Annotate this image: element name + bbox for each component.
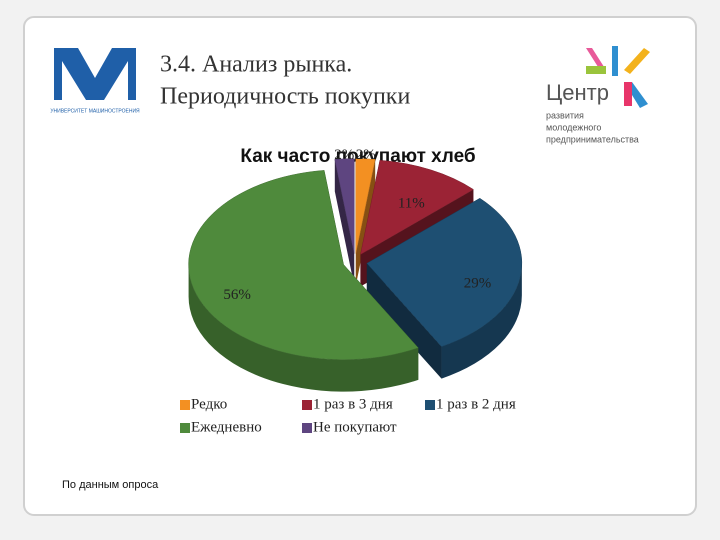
data-label: 2% (356, 147, 376, 163)
legend-label: 1 раз в 3 дня (313, 396, 393, 412)
legend-label: Не покупают (313, 419, 397, 435)
legend-swatch (180, 423, 190, 433)
legend-label: Редко (191, 396, 227, 412)
data-label: 11% (398, 196, 425, 212)
logo-arrow (612, 46, 618, 76)
logo-line: предпринимательства (546, 134, 639, 144)
legend-swatch (302, 400, 312, 410)
slice-wall (441, 263, 522, 379)
slice-face (334, 159, 355, 286)
logo-left: УНИВЕРСИТЕТ МАШИНОСТРОЕНИЯ (50, 48, 140, 114)
logo-line: развития (546, 110, 584, 120)
logo-shape (128, 48, 136, 100)
slice (334, 158, 355, 254)
slide-frame (23, 16, 697, 516)
slice-face (366, 263, 442, 379)
slice (188, 170, 419, 360)
legend-label: 1 раз в 2 дня (436, 396, 516, 412)
slide-title: Периодичность покупки (160, 84, 410, 110)
legend-swatch (180, 400, 190, 410)
slice (355, 158, 376, 254)
slide-title: 3.4. Анализ рынка. (160, 52, 352, 78)
chart-title: Как часто покупают хлеб (240, 146, 475, 167)
logo-right: Центр развития молодежного предпринимате… (546, 46, 650, 144)
legend-label: Ежедневно (191, 419, 262, 435)
logo-arrow (624, 82, 632, 106)
slice (366, 197, 523, 347)
slice (360, 159, 474, 256)
data-label: 56% (223, 287, 251, 303)
logo-name: Центр (546, 80, 609, 105)
logo-arrow (586, 48, 606, 70)
logo-arrow (586, 66, 606, 74)
data-label: 29% (464, 275, 492, 291)
data-label: 2% (334, 147, 354, 163)
slice-wall (188, 264, 419, 392)
logo-line: молодежного (546, 122, 601, 132)
logo-caption: УНИВЕРСИТЕТ МАШИНОСТРОЕНИЯ (50, 108, 140, 114)
legend-swatch (425, 400, 435, 410)
source-note: По данным опроса (62, 479, 159, 491)
logo-shape (54, 48, 136, 100)
logo-arrow (624, 48, 650, 74)
logo-shape (54, 48, 62, 100)
legend-swatch (302, 423, 312, 433)
